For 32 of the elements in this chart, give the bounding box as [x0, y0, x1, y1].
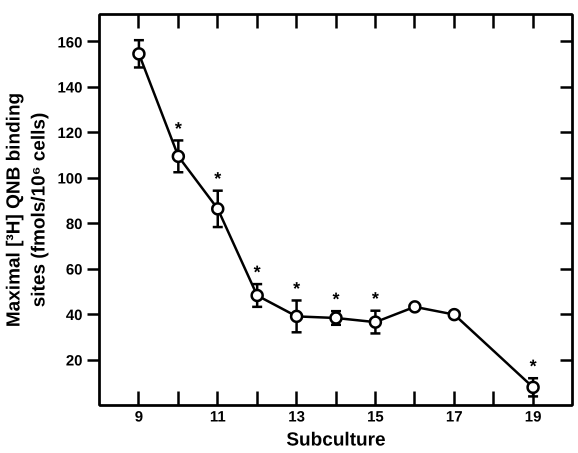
y-tick-label: 60	[66, 262, 83, 279]
y-axis-title: Maximal [³H] QNB binding sites (fmols/10⁶ cells)	[3, 92, 50, 328]
annotation: *	[372, 288, 379, 309]
x-tick-label: 11	[210, 408, 226, 426]
y-tick-label: 120	[57, 125, 83, 142]
point	[526, 380, 540, 394]
x-tick-label: 17	[446, 408, 463, 426]
point	[250, 288, 264, 302]
point	[448, 308, 461, 322]
annotation: *	[214, 168, 222, 189]
annotation: *	[254, 262, 261, 282]
y-tick-label: 80	[66, 216, 83, 234]
x-tick-label: 19	[524, 408, 542, 426]
y-tick-label: 140	[57, 80, 83, 97]
point	[368, 315, 382, 329]
point	[211, 202, 224, 216]
x-axis-title: Subculture	[286, 430, 386, 450]
x-tick-label: 13	[288, 408, 305, 426]
annotation: *	[530, 356, 537, 376]
y-tick-label: 20	[66, 352, 83, 370]
point	[408, 300, 422, 314]
annotation: *	[174, 118, 182, 138]
x-tick-label: 15	[367, 408, 384, 426]
y-tick-label: 100	[57, 170, 83, 188]
point	[290, 310, 304, 324]
point	[132, 47, 146, 61]
y-tick-label: 160	[57, 34, 83, 52]
annotation: *	[293, 278, 300, 298]
annotation: *	[332, 289, 340, 310]
point	[172, 150, 186, 164]
x-tick-label: 9	[134, 408, 144, 426]
y-tick-label: 40	[66, 307, 83, 324]
